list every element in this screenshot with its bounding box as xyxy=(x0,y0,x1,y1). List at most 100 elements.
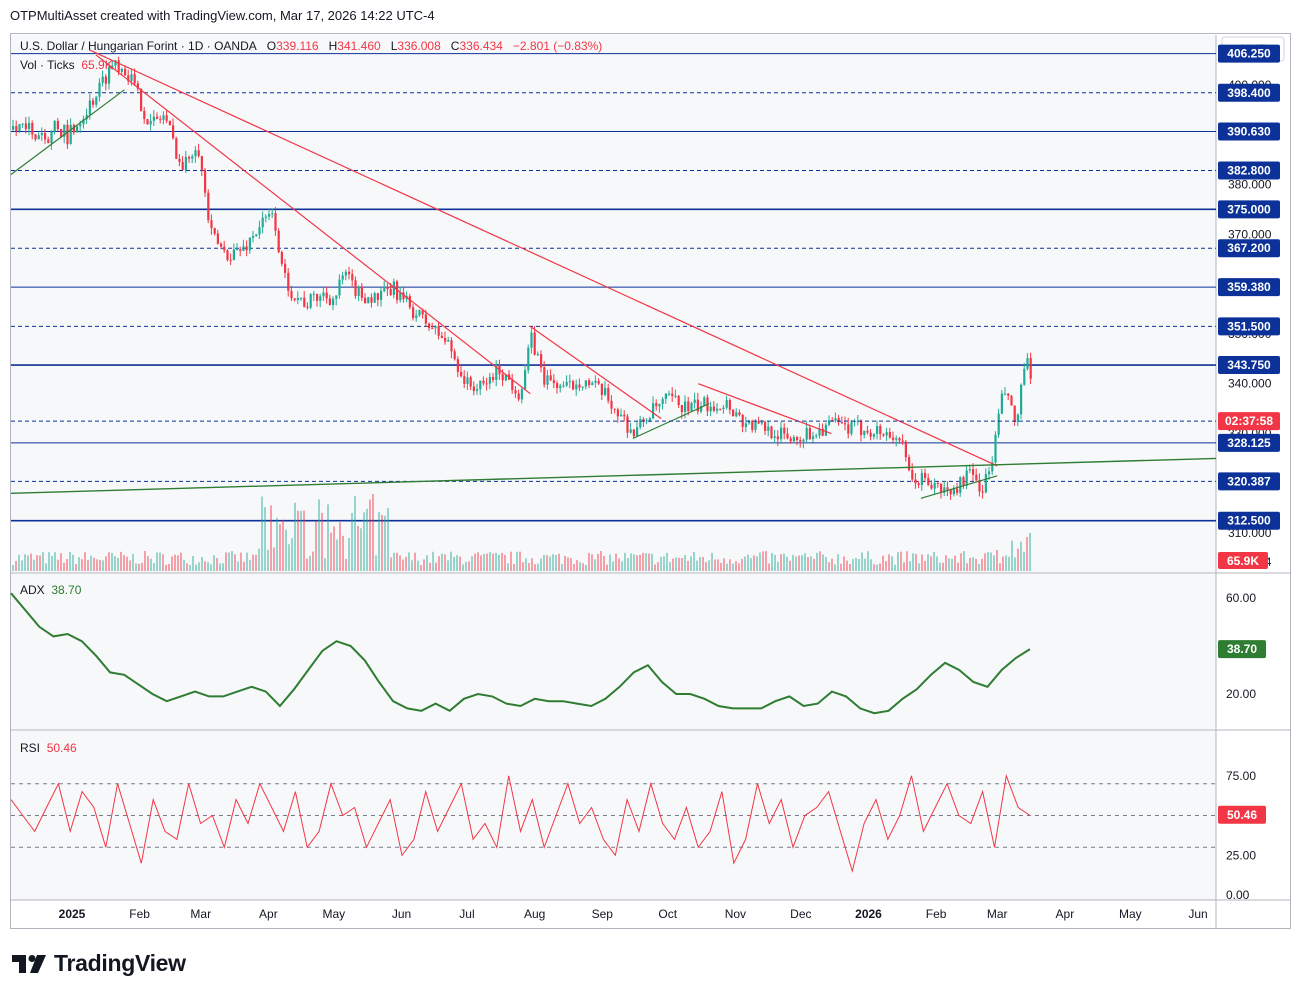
x-tick-label: Aug xyxy=(524,907,545,921)
volume-bar xyxy=(114,556,116,571)
candle-body xyxy=(165,115,168,121)
volume-bar xyxy=(660,556,662,571)
volume-bar xyxy=(774,554,776,571)
candle-body xyxy=(181,161,184,170)
candle-body xyxy=(328,298,331,306)
volume-bar xyxy=(147,556,149,571)
volume-bar xyxy=(129,560,131,571)
rsi-legend-label[interactable]: RSI xyxy=(20,741,41,755)
volume-bar xyxy=(132,553,134,571)
volume-bar xyxy=(579,562,581,571)
volume-bar xyxy=(519,551,521,571)
adx-legend-label[interactable]: ADX xyxy=(20,583,45,597)
candle-body xyxy=(120,68,123,72)
volume-bar xyxy=(1005,555,1007,571)
volume-bar xyxy=(270,505,272,571)
volume-bar xyxy=(894,564,896,571)
volume-bar xyxy=(954,555,956,571)
volume-bar xyxy=(81,559,83,571)
volume-bar xyxy=(996,550,998,571)
volume-bar xyxy=(606,564,608,571)
candle-body xyxy=(277,230,280,253)
volume-bar xyxy=(84,552,86,571)
volume-bar xyxy=(555,555,557,571)
volume-bar xyxy=(909,561,911,571)
volume-bar xyxy=(447,560,449,571)
volume-legend-label[interactable]: Vol · Ticks xyxy=(20,58,75,72)
candle-body xyxy=(172,125,175,139)
legend-symbol[interactable]: U.S. Dollar / Hungarian Forint · 1D · OA… xyxy=(20,39,257,53)
volume-bar xyxy=(477,552,479,571)
volume-bar xyxy=(654,564,656,571)
volume-bar xyxy=(453,556,455,571)
volume-bar xyxy=(690,556,692,571)
volume-bar xyxy=(30,553,32,571)
volume-bar xyxy=(588,552,590,571)
volume-bar xyxy=(186,563,188,571)
volume-bar xyxy=(861,552,863,571)
volume-bar xyxy=(180,552,182,571)
candle-body xyxy=(901,440,904,442)
candle-body xyxy=(332,298,335,306)
volume-bar xyxy=(162,554,164,571)
countdown-label: 02:37:58 xyxy=(1225,414,1273,428)
volume-bar xyxy=(255,554,257,571)
candle-body xyxy=(226,250,229,260)
candle-body xyxy=(546,375,549,385)
candle-body xyxy=(108,67,111,84)
volume-bar xyxy=(843,556,845,571)
volume-bar xyxy=(33,559,35,571)
volume-bar xyxy=(63,562,65,571)
volume-bar xyxy=(522,562,524,571)
volume-bar xyxy=(804,553,806,571)
candle-body xyxy=(997,413,1000,435)
volume-bar xyxy=(27,555,29,571)
volume-bar xyxy=(408,552,410,571)
candle-body xyxy=(652,403,655,419)
volume-bar xyxy=(468,561,470,571)
volume-bar xyxy=(450,551,452,571)
candle-body xyxy=(210,220,213,229)
volume-bar xyxy=(939,562,941,571)
volume-bar xyxy=(642,552,644,571)
volume-bar xyxy=(249,560,251,571)
volume-bar xyxy=(222,563,224,571)
volume-bar xyxy=(885,561,887,571)
candle-body xyxy=(191,156,194,159)
candle-body xyxy=(130,74,133,81)
x-tick-label: Mar xyxy=(190,907,211,921)
level-badge-label: 312.500 xyxy=(1227,514,1271,528)
candle-body xyxy=(607,387,610,401)
volume-bar xyxy=(717,559,719,571)
candle-body xyxy=(533,332,536,355)
candle-body xyxy=(799,439,802,442)
candle-body xyxy=(296,298,299,301)
volume-bar xyxy=(711,552,713,571)
volume-bar xyxy=(708,560,710,571)
candle-body xyxy=(703,397,706,407)
candle-body xyxy=(738,412,741,416)
volume-bar xyxy=(345,558,347,571)
candle-body xyxy=(338,279,341,296)
tradingview-logo[interactable]: TradingView xyxy=(12,950,186,977)
candle-body xyxy=(360,286,363,298)
candle-body xyxy=(786,433,789,439)
candle-body xyxy=(952,488,955,495)
candle-body xyxy=(351,274,354,281)
volume-bar xyxy=(573,564,575,571)
x-tick-label: Dec xyxy=(790,907,811,921)
candle-body xyxy=(1029,357,1032,379)
candle-body xyxy=(933,482,936,489)
volume-bar xyxy=(807,557,809,571)
candle-body xyxy=(53,121,56,132)
volume-bar xyxy=(597,553,599,571)
candle-body xyxy=(95,96,98,105)
legend-high: 341.460 xyxy=(337,39,381,53)
volume-bar xyxy=(288,544,290,571)
candle-body xyxy=(847,424,850,434)
candle-body xyxy=(124,68,127,76)
candle-body xyxy=(447,340,450,342)
candle-body xyxy=(735,412,738,417)
volume-bar xyxy=(423,559,425,571)
